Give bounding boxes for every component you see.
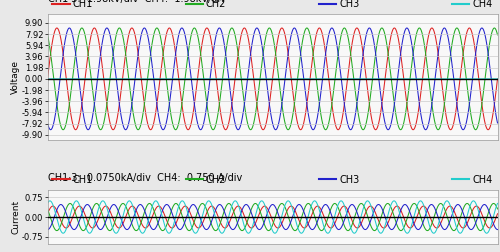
Text: CH1·3:  0.0750kA/div  CH4:  0.750 A/div: CH1·3: 0.0750kA/div CH4: 0.750 A/div <box>48 173 242 183</box>
Y-axis label: Voltage: Voltage <box>12 60 20 94</box>
Y-axis label: Current: Current <box>12 200 20 234</box>
Legend: CH1, CH2, CH3, CH4: CH1, CH2, CH3, CH4 <box>52 175 492 185</box>
Legend: CH1, CH2, CH3, CH4: CH1, CH2, CH3, CH4 <box>52 0 492 9</box>
Text: CH1·3:  1.98kV/div  CH4:  1.98kV/div: CH1·3: 1.98kV/div CH4: 1.98kV/div <box>48 0 226 4</box>
